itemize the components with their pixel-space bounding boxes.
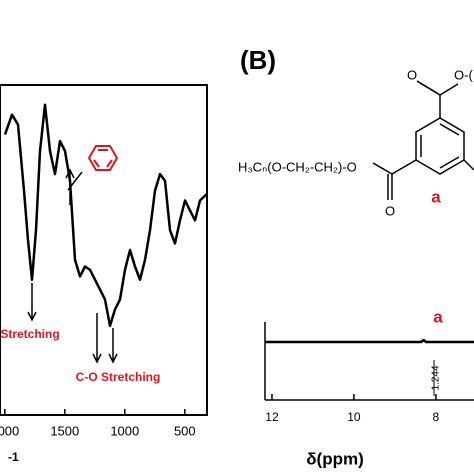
benzene-icon: [87, 145, 119, 171]
x-tick-label: 12: [265, 410, 279, 424]
frame: [0, 84, 208, 416]
panel-label: (B): [240, 45, 276, 75]
x-tick-label: 500: [174, 423, 196, 438]
x-tick-label: 1000: [110, 423, 139, 438]
annotation: C-O Stretching: [76, 370, 161, 384]
atom-label: O: [407, 67, 417, 82]
annotation: Stretching: [0, 327, 59, 341]
x-tick-label: 2000: [0, 423, 19, 438]
x-tick-label: 1500: [50, 423, 79, 438]
integral-label: 1.244: [431, 365, 442, 390]
nmr-axes: [264, 322, 474, 401]
x-axis-label: -1: [8, 450, 19, 464]
spectrum: [265, 338, 474, 344]
position-label: a: [431, 187, 441, 206]
x-tick-label: 8: [433, 410, 440, 424]
chain-label: H₃Cₙ(O-CH₂-CH₂)-O: [238, 159, 357, 174]
spectrum: [3, 103, 208, 328]
atom-label: O: [385, 203, 395, 218]
x-axis-label: δ(ppm): [306, 449, 364, 468]
atom-label: O-(: [454, 67, 473, 82]
molecule: [372, 80, 474, 200]
peak-label: a: [433, 307, 443, 326]
x-tick-label: 10: [347, 410, 361, 424]
